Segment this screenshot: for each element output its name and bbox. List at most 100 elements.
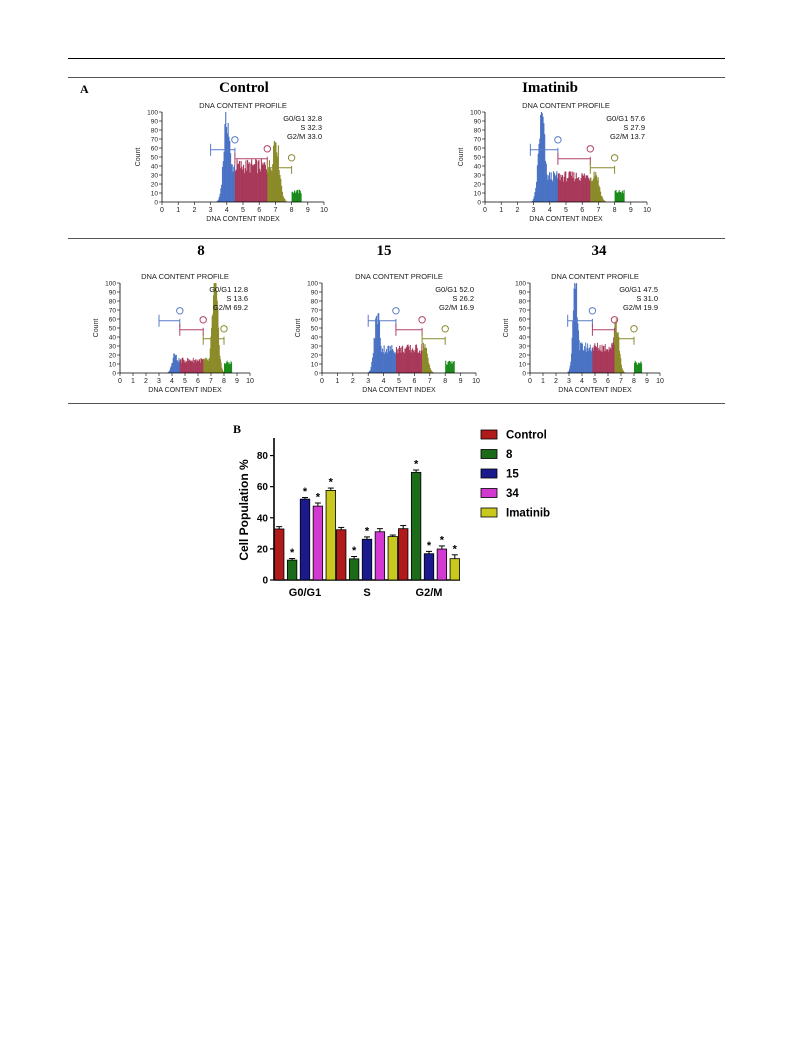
histogram-bin: [602, 346, 604, 373]
histogram-bin: [563, 176, 565, 202]
histogram-bin: [606, 349, 608, 373]
bar-34: [436, 548, 448, 581]
histogram-bin: [429, 365, 431, 373]
histogram-bin: [383, 345, 385, 373]
histogram-bin: [608, 351, 609, 373]
significance-marker: *: [352, 545, 357, 557]
histogram-bin: [272, 145, 275, 202]
histogram-bin: [209, 358, 210, 373]
y-tick-label: 10: [109, 362, 117, 369]
histogram-bin: [390, 350, 392, 373]
histogram-bin: [555, 174, 557, 202]
histogram-bin: [254, 164, 256, 202]
histogram-bin: [384, 353, 386, 373]
bar-y-axis-label: Cell Population %: [237, 459, 251, 561]
gate-handle: [287, 154, 296, 162]
histogram-bin: [193, 362, 195, 373]
histogram-bin: [570, 175, 572, 202]
histogram-bin: [581, 342, 583, 373]
histogram-bin: [536, 165, 538, 202]
histogram-bin: [569, 170, 571, 202]
histogram-bin: [408, 346, 410, 373]
histogram-bin: [573, 172, 575, 202]
histogram-bin: [636, 364, 638, 373]
bar-y-tick-label: 0: [262, 576, 268, 587]
y-tick-label: 90: [151, 119, 159, 126]
x-tick-label: 6: [196, 378, 200, 385]
histogram-bin: [281, 185, 283, 202]
bar-y-tick-label: 60: [257, 482, 269, 493]
histogram-bin: [418, 352, 420, 373]
histogram-bin: [569, 365, 571, 373]
histogram-bin: [388, 345, 390, 373]
histogram-bin: [300, 193, 302, 202]
x-tick-label: 10: [656, 378, 664, 385]
histogram-bin: [550, 172, 552, 202]
histogram-bin: [218, 327, 220, 373]
histogram-bin: [567, 177, 569, 202]
bar-y-tick-label: 40: [257, 513, 269, 524]
histogram-bin: [540, 112, 542, 202]
histogram-bin: [238, 160, 241, 202]
histogram-bin: [613, 331, 615, 373]
histogram-bin: [399, 345, 401, 373]
histogram-bin: [616, 192, 618, 202]
histogram-bin: [561, 175, 564, 202]
histogram-bin: [209, 348, 211, 373]
histogram-bin: [250, 163, 252, 202]
histogram-bin: [429, 368, 431, 373]
x-tick-label: 1: [131, 378, 135, 385]
profile-title: DNA CONTENT PROFILE: [522, 101, 610, 110]
histogram-bin: [252, 165, 254, 202]
y-tick-label: 80: [519, 299, 527, 306]
x-tick-label: 4: [170, 378, 174, 385]
histogram-bin: [293, 193, 295, 202]
histogram-bin: [399, 347, 401, 373]
histogram-bin: [597, 350, 599, 373]
histogram-bin: [547, 179, 549, 202]
x-tick-label: 2: [144, 378, 148, 385]
histogram-bin: [380, 346, 382, 373]
histogram-bin: [416, 348, 418, 373]
histogram-bin: [407, 344, 409, 373]
histogram-bin: [274, 142, 276, 202]
histogram-bin: [368, 371, 371, 373]
y-tick-label: 100: [147, 110, 158, 117]
histogram-bin: [389, 346, 391, 373]
y-tick-label: 90: [311, 290, 319, 297]
histogram-bin: [559, 180, 561, 202]
y-tick-label: 10: [519, 362, 527, 369]
y-tick-label: 60: [151, 146, 159, 153]
profile-title: DNA CONTENT PROFILE: [551, 272, 639, 281]
histogram-bin: [245, 160, 247, 202]
histogram-bin: [278, 170, 280, 202]
histogram-bin: [272, 164, 274, 202]
histogram-bin: [569, 368, 570, 373]
histogram-bin: [452, 363, 454, 373]
y-axis-label: Count: [295, 319, 302, 338]
histogram-bin: [615, 323, 617, 373]
y-tick-label: 70: [151, 137, 159, 144]
histogram-bin: [220, 362, 222, 373]
histogram-bin: [203, 358, 205, 373]
histogram-bin: [234, 164, 236, 202]
x-tick-label: 8: [443, 378, 447, 385]
histogram-bin: [589, 344, 591, 373]
histogram-bin: [619, 192, 621, 202]
histogram-bin: [221, 166, 224, 202]
histogram-bin: [280, 178, 282, 202]
x-tick-label: 9: [306, 207, 310, 214]
histogram-bin: [412, 348, 414, 373]
histogram-bin: [574, 178, 577, 202]
histogram-bin: [401, 346, 403, 373]
histogram-bin: [578, 330, 580, 373]
histogram-bin: [621, 193, 623, 202]
x-tick-label: 0: [483, 207, 487, 214]
histogram-bin: [634, 363, 635, 373]
histogram-bin: [595, 345, 596, 373]
histogram-bin: [225, 363, 227, 373]
histogram-bin: [574, 181, 576, 202]
histogram-bin: [219, 355, 221, 373]
histogram-bin: [601, 196, 603, 202]
histogram-bin: [570, 171, 572, 202]
